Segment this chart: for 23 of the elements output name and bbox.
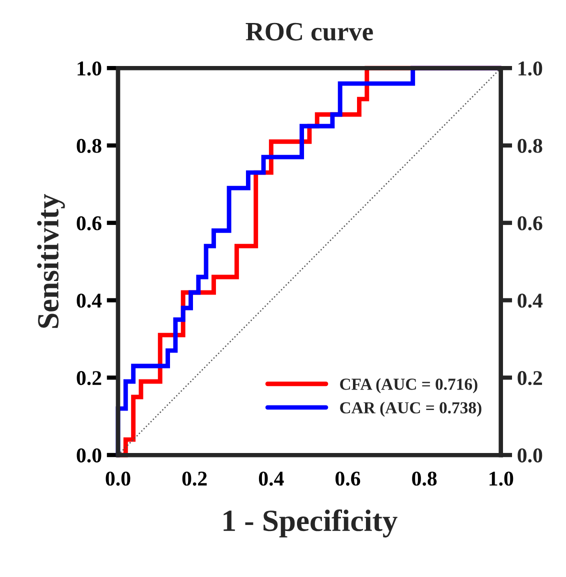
x-tick-label: 0.4 (258, 472, 284, 486)
chart-title: ROC curve (246, 22, 373, 41)
y2-tick-label: 1.0 (518, 61, 542, 76)
y-axis-title: Sensitivity (37, 194, 65, 328)
y2-tick-label: 0.8 (518, 138, 542, 153)
x-tick-label: 1.0 (490, 472, 514, 486)
y-tick-label: 0.4 (76, 294, 102, 308)
y-tick-label: 1.0 (78, 61, 102, 76)
y-tick-label: 0.2 (76, 371, 102, 386)
legend-label: CAR (AUC = 0.738) (340, 402, 482, 417)
x-tick-label: 0.8 (412, 472, 437, 486)
legend-label: CFA (AUC = 0.716) (340, 378, 478, 394)
x-tick-label: 0.2 (182, 472, 207, 486)
y2-tick-label: 0.2 (518, 371, 542, 386)
x-axis-title: 1 - Specificity (224, 509, 398, 538)
x-tick-label: 0.6 (336, 472, 360, 486)
y2-tick-label: 0.6 (518, 216, 542, 230)
y-tick-label: 0.8 (76, 138, 102, 153)
y2-tick-label: 0.4 (518, 294, 543, 308)
y-tick-label: 0.6 (76, 216, 102, 230)
y-tick-label: 0.0 (76, 448, 102, 463)
y2-tick-label: 0.0 (518, 448, 542, 463)
x-tick-label: 0.0 (106, 472, 130, 486)
